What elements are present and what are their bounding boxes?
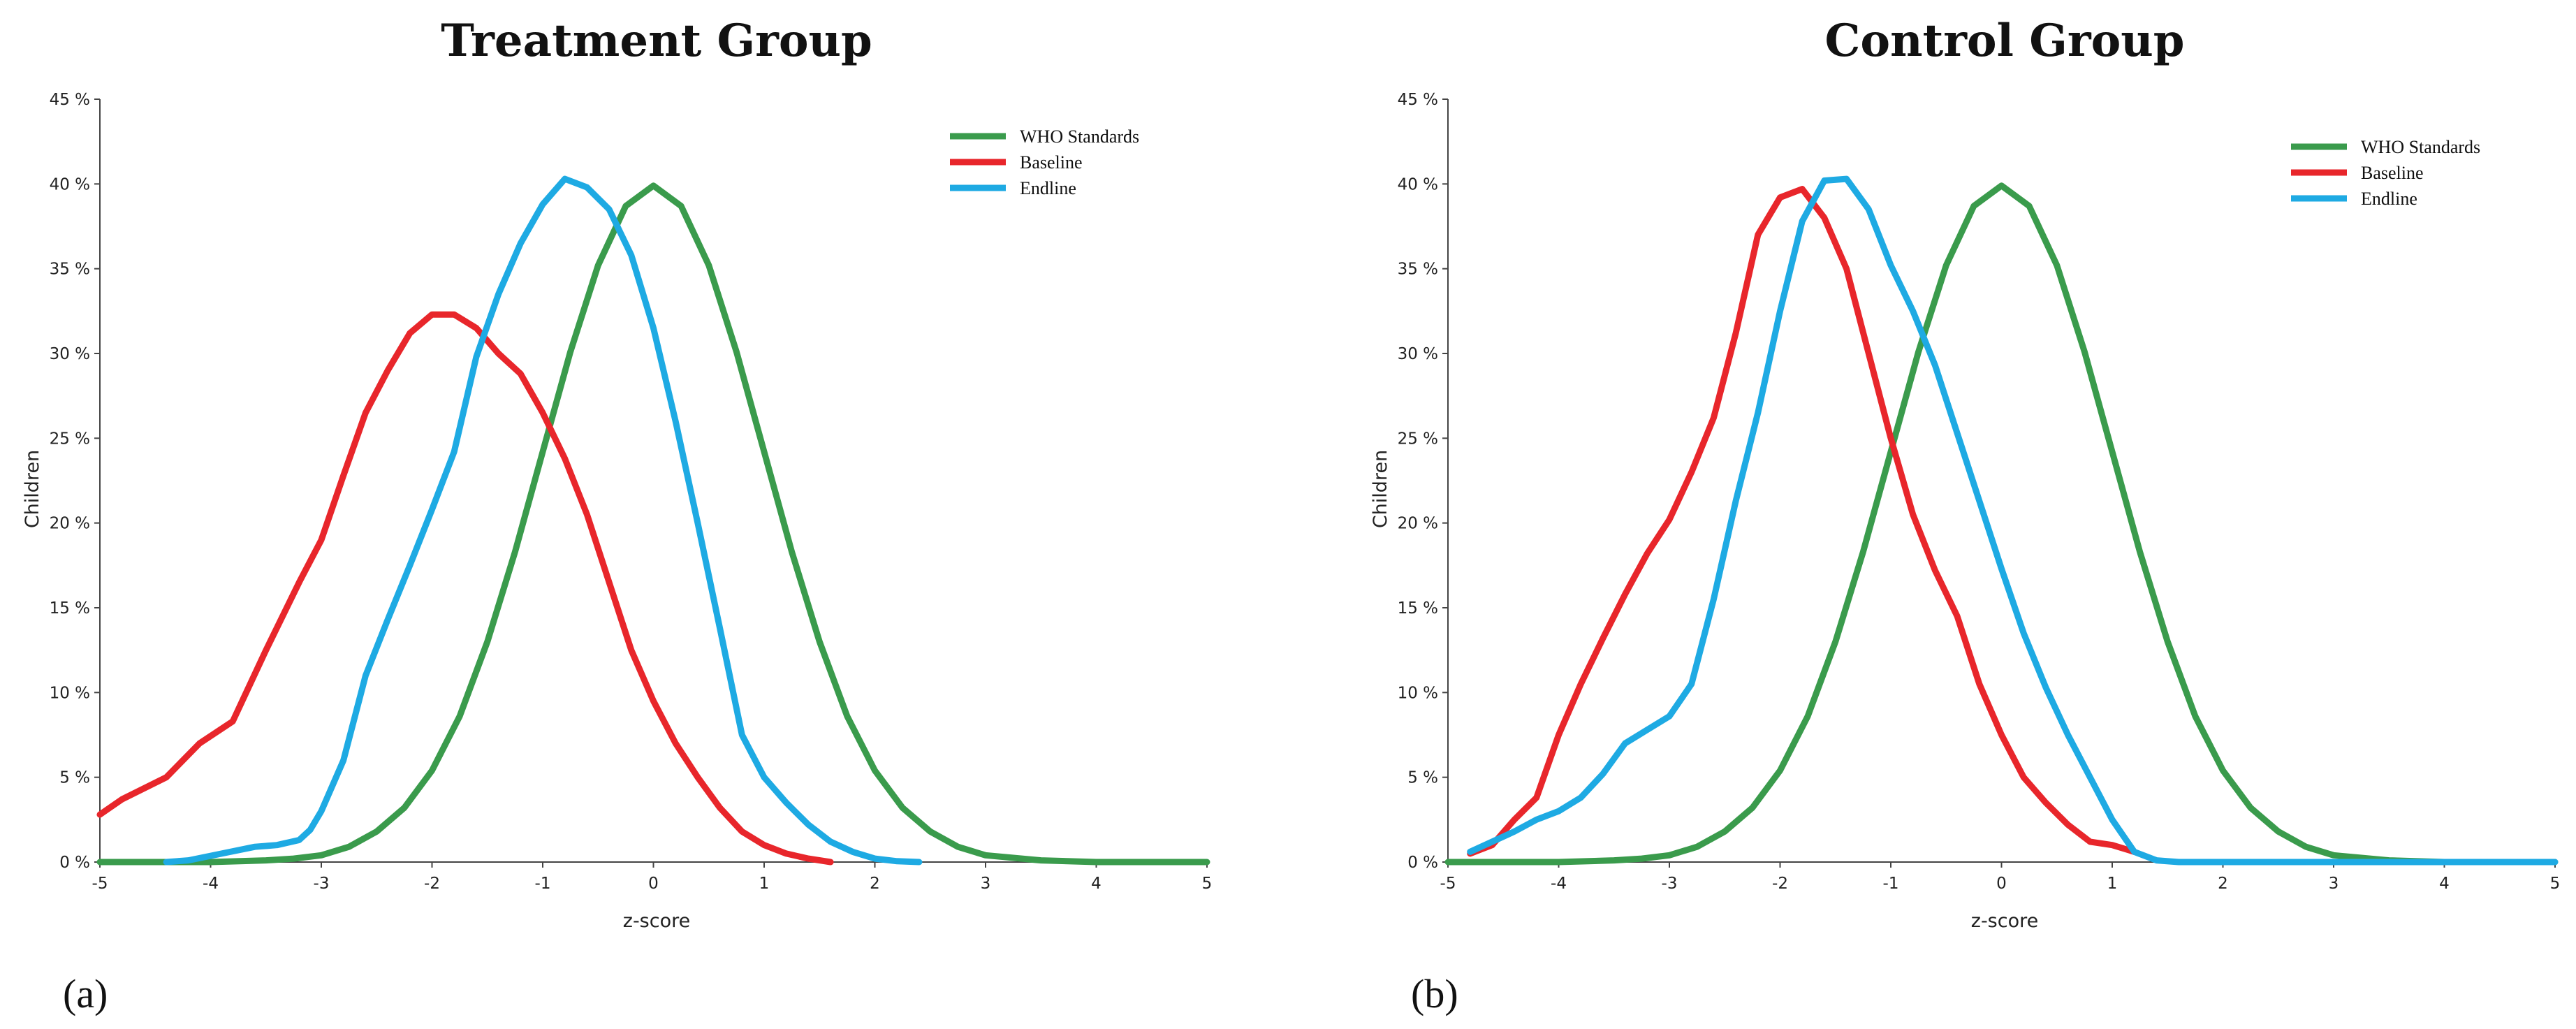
axes-layer: 0 % 5 % 10 % 15 % 20 % 25 % 30 % 35 % 40 % 45 % -5… [50, 91, 1213, 893]
x-tick-label: -5 [1440, 875, 1456, 893]
y-tick-label: 35 % [1398, 261, 1438, 279]
chart-title: Treatment Group [441, 15, 872, 67]
y-tick-label: 20 % [1398, 515, 1438, 533]
series-line-baseline [1467, 186, 2138, 857]
x-tick-label: 1 [759, 875, 770, 893]
y-tick-label: 40 % [50, 175, 90, 194]
legend-label-baseline: Baseline [1020, 152, 1083, 173]
y-tick-label: 10 % [50, 684, 90, 702]
y-tick-label: 25 % [1398, 430, 1438, 448]
legend: WHO Standards Baseline Endline [950, 126, 1139, 198]
y-tick-label: 10 % [1398, 684, 1438, 702]
x-tick-label: 2 [870, 875, 880, 893]
legend-label-baseline: Baseline [2361, 163, 2424, 183]
x-tick-label: -3 [1662, 875, 1678, 893]
series-layer [1444, 175, 2559, 866]
x-tick-label: -2 [424, 875, 440, 893]
y-tick-label: 40 % [1398, 175, 1438, 194]
series-line-who-standards [1444, 182, 2559, 866]
y-axis-label: Children [22, 450, 43, 528]
x-axis-label: z-score [623, 910, 690, 932]
x-axis-label: z-score [1971, 910, 2038, 932]
series-line-endline [1467, 175, 2559, 866]
x-tick-label: 5 [1202, 875, 1213, 893]
panel-label: (a) [63, 971, 108, 1016]
x-tick-label: 1 [2107, 875, 2118, 893]
series-line-baseline [96, 311, 834, 866]
series-line-endline [163, 175, 923, 866]
x-tick-label: -3 [314, 875, 330, 893]
x-tick-label: -4 [1551, 875, 1567, 893]
x-tick-label: -4 [203, 875, 219, 893]
x-tick-label: 0 [648, 875, 659, 893]
x-tick-label: 3 [2329, 875, 2339, 893]
x-tick-label: 0 [1996, 875, 2007, 893]
y-tick-label: 0 % [1407, 854, 1438, 872]
y-tick-label: 5 % [59, 769, 90, 787]
y-tick-label: 25 % [50, 430, 90, 448]
y-tick-label: 15 % [1398, 599, 1438, 618]
legend-label-endline: Endline [2361, 189, 2417, 209]
y-axis-label: Children [1370, 450, 1391, 528]
y-tick-label: 15 % [50, 599, 90, 618]
x-tick-label: 3 [981, 875, 991, 893]
y-tick-label: 30 % [50, 345, 90, 363]
legend-label-who-standards: WHO Standards [1020, 126, 1139, 147]
x-tick-label: -1 [1883, 875, 1899, 893]
legend-label-endline: Endline [1020, 178, 1076, 198]
chart-panel-treatment: Treatment Group (a) z-score Children 0 %… [22, 15, 1212, 1016]
y-tick-label: 5 % [1407, 769, 1438, 787]
series-line-who-standards [96, 182, 1210, 866]
y-tick-label: 30 % [1398, 345, 1438, 363]
y-tick-label: 45 % [50, 91, 90, 109]
chart-panel-control: Control Group (b) z-score Children 0 % 5 … [1370, 15, 2560, 1016]
y-tick-label: 0 % [59, 854, 90, 872]
y-tick-label: 20 % [50, 515, 90, 533]
y-tick-label: 35 % [50, 261, 90, 279]
x-tick-label: -2 [1772, 875, 1788, 893]
x-tick-label: 5 [2550, 875, 2561, 893]
series-layer [96, 175, 1210, 866]
x-tick-label: 4 [1091, 875, 1102, 893]
x-tick-label: -1 [535, 875, 551, 893]
chart-title: Control Group [1824, 15, 2184, 67]
panel-label: (b) [1411, 971, 1458, 1016]
x-tick-label: 4 [2439, 875, 2450, 893]
x-tick-label: -5 [92, 875, 108, 893]
x-tick-label: 2 [2218, 875, 2228, 893]
legend-label-who-standards: WHO Standards [2361, 137, 2480, 157]
y-tick-label: 45 % [1398, 91, 1438, 109]
legend: WHO Standards Baseline Endline [2291, 137, 2480, 209]
